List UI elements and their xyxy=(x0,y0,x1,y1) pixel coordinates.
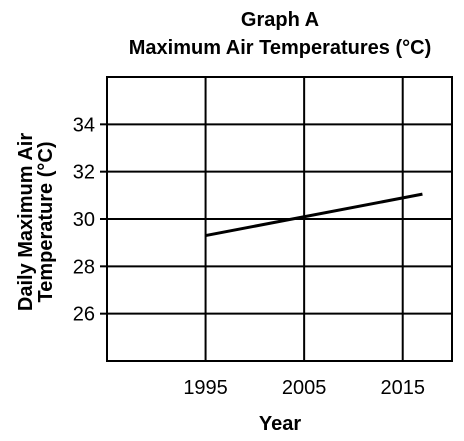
y-tick-label: 28 xyxy=(73,256,95,278)
y-tick-label: 26 xyxy=(73,304,95,326)
y-tick-label: 34 xyxy=(73,114,95,136)
x-tick-label: 1995 xyxy=(183,377,228,399)
x-tick-label: 2015 xyxy=(380,377,425,399)
x-tick-label: 2005 xyxy=(282,377,327,399)
y-axis-label-line2: Temperature (°C) xyxy=(35,142,57,303)
x-axis-label: Year xyxy=(259,413,301,435)
y-tick-labels: 26 28 30 32 34 xyxy=(73,114,107,326)
x-tick-labels: 1995 2005 2015 xyxy=(183,377,425,399)
y-axis-label-line1: Daily Maximum Air xyxy=(15,133,37,311)
y-axis-label: Daily Maximum Air Temperature (°C) xyxy=(15,133,57,311)
chart-subtitle: Maximum Air Temperatures (°C) xyxy=(129,37,432,59)
series-line xyxy=(205,192,423,238)
y-tick-label: 32 xyxy=(73,162,95,184)
chart-title: Graph A xyxy=(241,9,319,31)
series-group xyxy=(205,192,423,238)
y-tick-label: 30 xyxy=(73,209,95,231)
grid xyxy=(106,76,453,362)
